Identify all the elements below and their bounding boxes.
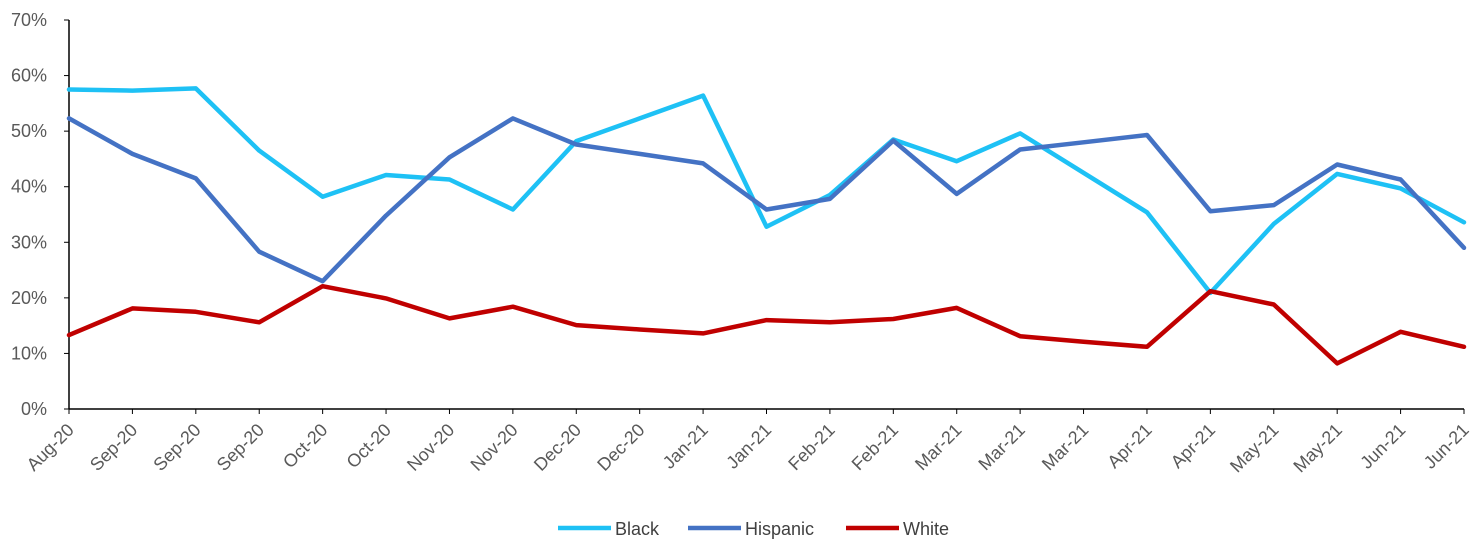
series-lines [69, 88, 1464, 363]
y-tick-label: 50% [11, 121, 47, 141]
x-tick-label: Jan-21 [659, 420, 712, 473]
x-tick-label: Mar-21 [1038, 420, 1092, 474]
legend-label-hispanic: Hispanic [745, 519, 814, 539]
y-tick-label: 20% [11, 288, 47, 308]
y-axis: 0% 10% 20% 30% 40% 50% 60% 70% [11, 10, 69, 419]
x-tick-label: Dec-20 [593, 420, 648, 475]
x-tick-label: Jan-21 [722, 420, 775, 473]
x-tick-label: Jun-21 [1420, 420, 1473, 473]
legend: Black Hispanic White [558, 519, 949, 539]
legend-label-black: Black [615, 519, 660, 539]
y-tick-label: 40% [11, 177, 47, 197]
y-tick-label: 70% [11, 10, 47, 30]
x-tick-label: Mar-21 [975, 420, 1029, 474]
x-tick-label: May-21 [1226, 420, 1283, 477]
x-tick-label: Sep-20 [86, 420, 141, 475]
y-tick-label: 30% [11, 232, 47, 252]
x-tick-label: May-21 [1289, 420, 1346, 477]
x-tick-label: Apr-21 [1167, 420, 1219, 472]
y-tick-label: 10% [11, 343, 47, 363]
x-tick-label: Jun-21 [1356, 420, 1409, 473]
x-tick-label: Oct-20 [343, 420, 395, 472]
legend-label-white: White [903, 519, 949, 539]
series-line-hispanic [69, 118, 1464, 281]
x-tick-label: Feb-21 [784, 420, 838, 474]
y-tick-label: 60% [11, 66, 47, 86]
x-tick-label: Dec-20 [530, 420, 585, 475]
series-line-white [69, 286, 1464, 363]
x-tick-label: Mar-21 [911, 420, 965, 474]
x-tick-label: Aug-20 [23, 420, 78, 475]
x-tick-label: Sep-20 [213, 420, 268, 475]
x-tick-label: Apr-21 [1103, 420, 1155, 472]
x-tick-label: Oct-20 [279, 420, 331, 472]
y-tick-label: 0% [21, 399, 47, 419]
x-tick-label: Nov-20 [467, 420, 522, 475]
x-axis: Aug-20 Sep-20 Sep-20 Sep-20 Oct-20 Oct-20 Nov-… [23, 409, 1473, 476]
x-tick-label: Sep-20 [149, 420, 204, 475]
x-tick-label: Feb-21 [848, 420, 902, 474]
x-tick-label: Nov-20 [403, 420, 458, 475]
